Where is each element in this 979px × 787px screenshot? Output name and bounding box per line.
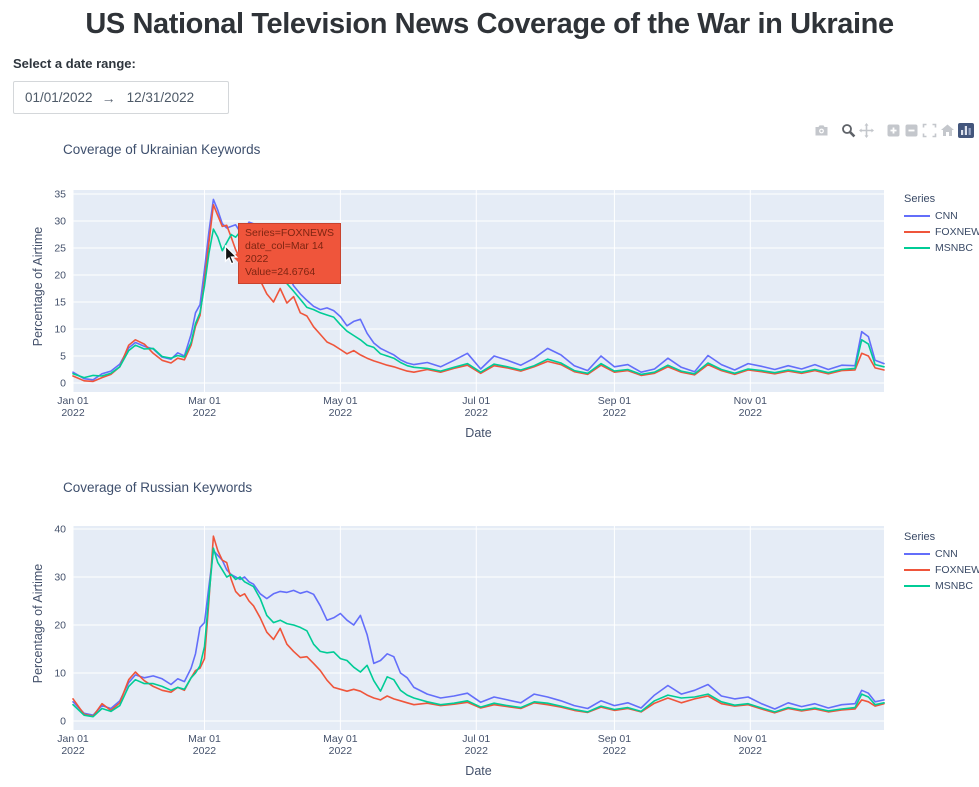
- legend-line-swatch: [904, 231, 930, 233]
- hover-tooltip: Series=FOXNEWS date_col=Mar 14 2022 Value=2…: [233, 223, 341, 284]
- legend-item-msnbc[interactable]: MSNBC: [904, 580, 978, 592]
- plotly-modebar: [813, 121, 975, 139]
- x-tick-label: Nov 01: [734, 733, 767, 745]
- y-tick-label: 0: [60, 378, 66, 390]
- y-tick-label: 30: [54, 572, 66, 584]
- x-tick-label: May 01: [323, 395, 358, 407]
- y-tick-label: 10: [54, 324, 66, 336]
- series-line-foxnews[interactable]: [72, 535, 885, 718]
- series-line-cnn[interactable]: [72, 198, 885, 381]
- tooltip-line: 2022: [245, 253, 269, 266]
- start-date-input[interactable]: 01/01/2022: [25, 90, 93, 105]
- y-tick-label: 25: [54, 243, 66, 255]
- y-axis-title: Percentage of Airtime: [31, 564, 45, 684]
- tooltip-line: date_col=Mar 14: [245, 240, 324, 253]
- x-tick-label: 2022: [739, 407, 763, 419]
- x-tick-label: Jan 01: [57, 733, 89, 745]
- chart-title-ukrainian: Coverage of Ukrainian Keywords: [63, 142, 261, 157]
- x-tick-label: Nov 01: [734, 395, 767, 407]
- series-line-msnbc[interactable]: [72, 228, 885, 379]
- x-tick-label: Sep 01: [598, 733, 631, 745]
- x-tick-label: 2022: [193, 745, 217, 757]
- date-range-label: Select a date range:: [13, 56, 136, 71]
- legend-label: MSNBC: [935, 580, 973, 592]
- tooltip-line: Series=FOXNEWS: [245, 227, 334, 239]
- legend-item-cnn[interactable]: CNN: [904, 210, 978, 222]
- x-tick-label: 2022: [61, 745, 85, 757]
- x-tick-label: 2022: [193, 407, 217, 419]
- x-tick-label: Mar 01: [188, 395, 221, 407]
- tooltip-line: Value=24.6764: [245, 266, 316, 279]
- zoom-in-icon[interactable]: [885, 122, 902, 139]
- legend-label: MSNBC: [935, 242, 973, 254]
- legend-item-cnn[interactable]: CNN: [904, 548, 978, 560]
- legend-ukrainian: Series CNN FOXNEWS MSNBC: [904, 193, 979, 258]
- zoom-out-icon[interactable]: [903, 122, 920, 139]
- legend-line-swatch: [904, 585, 930, 587]
- y-tick-label: 20: [54, 270, 66, 282]
- x-tick-label: Jul 01: [462, 395, 490, 407]
- series-line-msnbc[interactable]: [72, 547, 885, 718]
- mouse-cursor: [224, 245, 239, 265]
- y-tick-label: 5: [60, 351, 66, 363]
- x-tick-label: 2022: [465, 407, 489, 419]
- legend-label: CNN: [935, 210, 958, 222]
- series-line-cnn[interactable]: [72, 549, 885, 717]
- legend-russian: Series CNN FOXNEWS MSNBC: [904, 531, 979, 596]
- legend-title: Series: [904, 193, 936, 205]
- legend-item-foxnews[interactable]: FOXNEWS: [904, 564, 979, 576]
- x-tick-label: 2022: [465, 745, 489, 757]
- x-axis-title: Date: [465, 764, 491, 778]
- y-tick-label: 30: [54, 216, 66, 228]
- y-tick-label: 0: [60, 716, 66, 728]
- autoscale-icon[interactable]: [921, 122, 938, 139]
- date-range-picker[interactable]: 01/01/2022 → 12/31/2022: [13, 81, 229, 114]
- x-tick-label: 2022: [329, 407, 353, 419]
- y-tick-label: 15: [54, 297, 66, 309]
- page-title: US National Television News Coverage of …: [85, 8, 894, 40]
- x-tick-label: Jul 01: [462, 733, 490, 745]
- x-tick-label: May 01: [323, 733, 358, 745]
- x-tick-label: 2022: [603, 407, 627, 419]
- legend-label: FOXNEWS: [935, 564, 979, 576]
- pan-icon[interactable]: [858, 122, 875, 139]
- x-tick-label: Sep 01: [598, 395, 631, 407]
- plot-area[interactable]: [73, 190, 884, 392]
- legend-line-swatch: [904, 553, 930, 555]
- x-tick-label: 2022: [61, 407, 85, 419]
- legend-title: Series: [904, 531, 936, 543]
- y-tick-label: 40: [54, 524, 66, 536]
- y-axis-title: Percentage of Airtime: [31, 227, 45, 347]
- end-date-input[interactable]: 12/31/2022: [126, 90, 195, 105]
- y-tick-label: 35: [54, 189, 66, 201]
- legend-line-swatch: [904, 569, 930, 571]
- x-axis-title: Date: [465, 426, 491, 440]
- arrow-right-icon: →: [101, 89, 116, 106]
- plot-area[interactable]: [73, 526, 884, 730]
- chart-title-russian: Coverage of Russian Keywords: [63, 480, 253, 495]
- legend-line-swatch: [904, 247, 930, 249]
- legend-label: CNN: [935, 548, 958, 560]
- y-tick-label: 10: [54, 668, 66, 680]
- legend-label: FOXNEWS: [935, 226, 979, 238]
- x-tick-label: Mar 01: [188, 733, 221, 745]
- x-tick-label: Jan 01: [57, 395, 89, 407]
- zoom-icon[interactable]: [840, 122, 857, 139]
- legend-item-foxnews[interactable]: FOXNEWS: [904, 226, 979, 238]
- legend-line-swatch: [904, 215, 930, 217]
- x-tick-label: 2022: [739, 745, 763, 757]
- x-tick-label: 2022: [329, 745, 353, 757]
- y-tick-label: 20: [54, 620, 66, 632]
- reset-axes-home-icon[interactable]: [939, 122, 956, 139]
- plotly-logo-icon[interactable]: [957, 122, 974, 139]
- x-tick-label: 2022: [603, 745, 627, 757]
- legend-item-msnbc[interactable]: MSNBC: [904, 242, 978, 254]
- download-png-icon[interactable]: [813, 122, 830, 139]
